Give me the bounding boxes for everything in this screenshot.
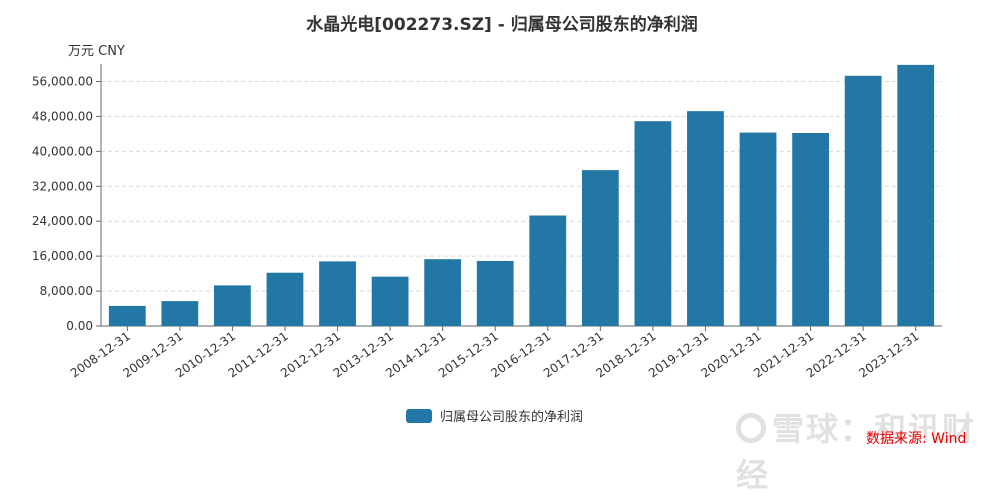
bar <box>266 272 304 326</box>
y-tick-label: 48,000.00 <box>32 109 93 123</box>
bar <box>108 305 146 326</box>
chart-title: 水晶光电[002273.SZ] - 归属母公司股东的净利润 <box>306 15 698 35</box>
bar <box>897 64 935 326</box>
y-tick-label: 56,000.00 <box>32 74 93 88</box>
watermark: 雪球：和讯财经 <box>736 404 1004 496</box>
bar-chart: 0.00 8,000.00 16,000.00 24,000.00 32,000.00 4… <box>32 64 942 380</box>
y-axis-unit-label: 万元 CNY <box>68 44 125 59</box>
bar <box>634 121 672 326</box>
bar <box>371 276 409 326</box>
bar <box>319 261 356 326</box>
bar <box>687 111 724 326</box>
bar <box>844 75 882 326</box>
y-tick-label: 32,000.00 <box>32 179 93 193</box>
bar <box>161 301 199 326</box>
y-tick-label: 24,000.00 <box>32 214 93 228</box>
bar <box>424 259 462 326</box>
y-tick-label: 0.00 <box>66 319 93 333</box>
bar <box>739 132 777 326</box>
bar <box>214 285 251 326</box>
y-tick-label: 16,000.00 <box>32 249 93 263</box>
legend-label: 归属母公司股东的净利润 <box>440 410 584 425</box>
y-tick-label: 8,000.00 <box>40 284 93 298</box>
bar <box>792 132 829 326</box>
legend[interactable]: 归属母公司股东的净利润 <box>406 406 583 425</box>
data-source-label: 数据来源: Wind <box>866 431 967 447</box>
watermark-text: 雪球：和讯财经 <box>736 410 977 494</box>
legend-swatch <box>406 408 432 423</box>
y-tick-label: 40,000.00 <box>32 144 93 158</box>
bar <box>581 170 619 326</box>
bar <box>476 260 514 326</box>
snowball-logo-icon <box>736 413 766 443</box>
bar <box>529 215 567 326</box>
